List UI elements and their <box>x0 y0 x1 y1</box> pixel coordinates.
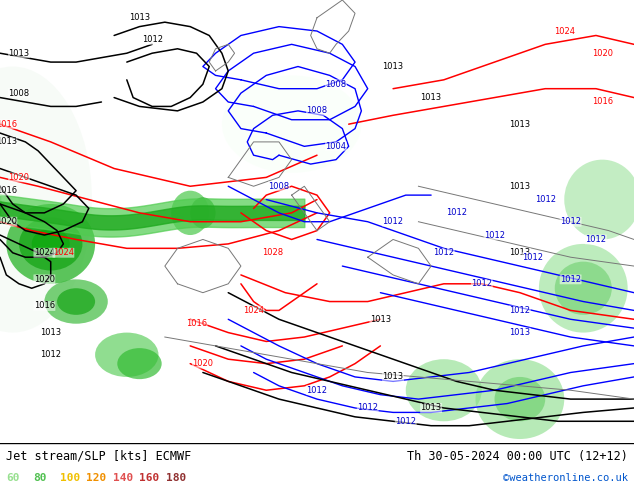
Text: 1024: 1024 <box>553 26 575 36</box>
Text: 1008: 1008 <box>8 89 30 98</box>
Ellipse shape <box>564 160 634 240</box>
Text: ©weatheronline.co.uk: ©weatheronline.co.uk <box>503 473 628 483</box>
Text: 1016: 1016 <box>592 98 613 106</box>
Ellipse shape <box>222 75 361 173</box>
Ellipse shape <box>95 333 158 377</box>
Ellipse shape <box>57 288 95 315</box>
Text: 1013: 1013 <box>420 93 442 102</box>
Text: 1012: 1012 <box>471 279 493 288</box>
Text: 1013: 1013 <box>382 62 404 71</box>
Text: 1012: 1012 <box>433 248 455 257</box>
Text: 1013: 1013 <box>420 403 442 413</box>
Ellipse shape <box>406 359 482 421</box>
Text: 1013: 1013 <box>509 248 531 257</box>
Text: 1008: 1008 <box>325 80 347 89</box>
Ellipse shape <box>32 228 70 259</box>
Text: 1012: 1012 <box>560 275 581 284</box>
Text: 1024: 1024 <box>243 306 264 315</box>
Text: 1012: 1012 <box>395 417 417 426</box>
Text: 60: 60 <box>6 473 20 483</box>
Text: 1020: 1020 <box>8 173 30 182</box>
Text: Th 30-05-2024 00:00 UTC (12+12): Th 30-05-2024 00:00 UTC (12+12) <box>407 450 628 463</box>
Ellipse shape <box>555 262 612 315</box>
Text: 140: 140 <box>113 473 133 483</box>
Text: 1016: 1016 <box>186 319 207 328</box>
Text: 1012: 1012 <box>141 35 163 45</box>
Ellipse shape <box>190 197 216 228</box>
Ellipse shape <box>495 377 545 421</box>
Text: 1016: 1016 <box>0 120 17 129</box>
Ellipse shape <box>539 244 628 333</box>
Text: 80: 80 <box>33 473 46 483</box>
Text: 180: 180 <box>166 473 186 483</box>
Text: Jet stream/SLP [kts] ECMWF: Jet stream/SLP [kts] ECMWF <box>6 450 191 463</box>
Ellipse shape <box>6 204 95 284</box>
Ellipse shape <box>44 279 108 324</box>
Text: 1012: 1012 <box>484 230 505 240</box>
Text: 120: 120 <box>86 473 107 483</box>
Text: 1012: 1012 <box>509 306 531 315</box>
Text: 1004: 1004 <box>325 142 347 151</box>
Text: 1020: 1020 <box>34 275 55 284</box>
Text: 160: 160 <box>139 473 160 483</box>
Text: 1012: 1012 <box>382 217 404 226</box>
Ellipse shape <box>117 348 162 379</box>
Text: 1020: 1020 <box>0 217 17 226</box>
Ellipse shape <box>0 67 92 333</box>
Text: 1016: 1016 <box>34 301 55 311</box>
Text: 1012: 1012 <box>306 386 328 395</box>
Text: 1008: 1008 <box>306 106 328 115</box>
Text: 1013: 1013 <box>0 137 17 147</box>
Text: 1020: 1020 <box>192 359 214 368</box>
Text: 1013: 1013 <box>382 372 404 381</box>
Text: 1012: 1012 <box>585 235 607 244</box>
Text: 1028: 1028 <box>262 248 283 257</box>
Text: 1012: 1012 <box>560 217 581 226</box>
Text: 1013: 1013 <box>509 120 531 129</box>
Text: 1013: 1013 <box>129 13 150 22</box>
Text: 1008: 1008 <box>268 182 290 191</box>
Text: 1013: 1013 <box>509 328 531 337</box>
Text: 1013: 1013 <box>8 49 30 58</box>
Text: 1024: 1024 <box>53 248 74 257</box>
Text: 1012: 1012 <box>534 195 556 204</box>
Text: 1016: 1016 <box>0 186 17 195</box>
Text: 1012: 1012 <box>522 253 543 262</box>
Text: 1012: 1012 <box>40 350 61 359</box>
Text: 1013: 1013 <box>40 328 61 337</box>
Text: 1012: 1012 <box>357 403 378 413</box>
Text: 1013: 1013 <box>370 315 391 324</box>
Text: 1024: 1024 <box>34 248 55 257</box>
Text: 1013: 1013 <box>509 182 531 191</box>
Text: 100: 100 <box>60 473 80 483</box>
Ellipse shape <box>19 217 82 270</box>
Text: 1012: 1012 <box>446 208 467 218</box>
Text: 1020: 1020 <box>592 49 613 58</box>
Ellipse shape <box>476 359 564 439</box>
Ellipse shape <box>171 191 209 235</box>
